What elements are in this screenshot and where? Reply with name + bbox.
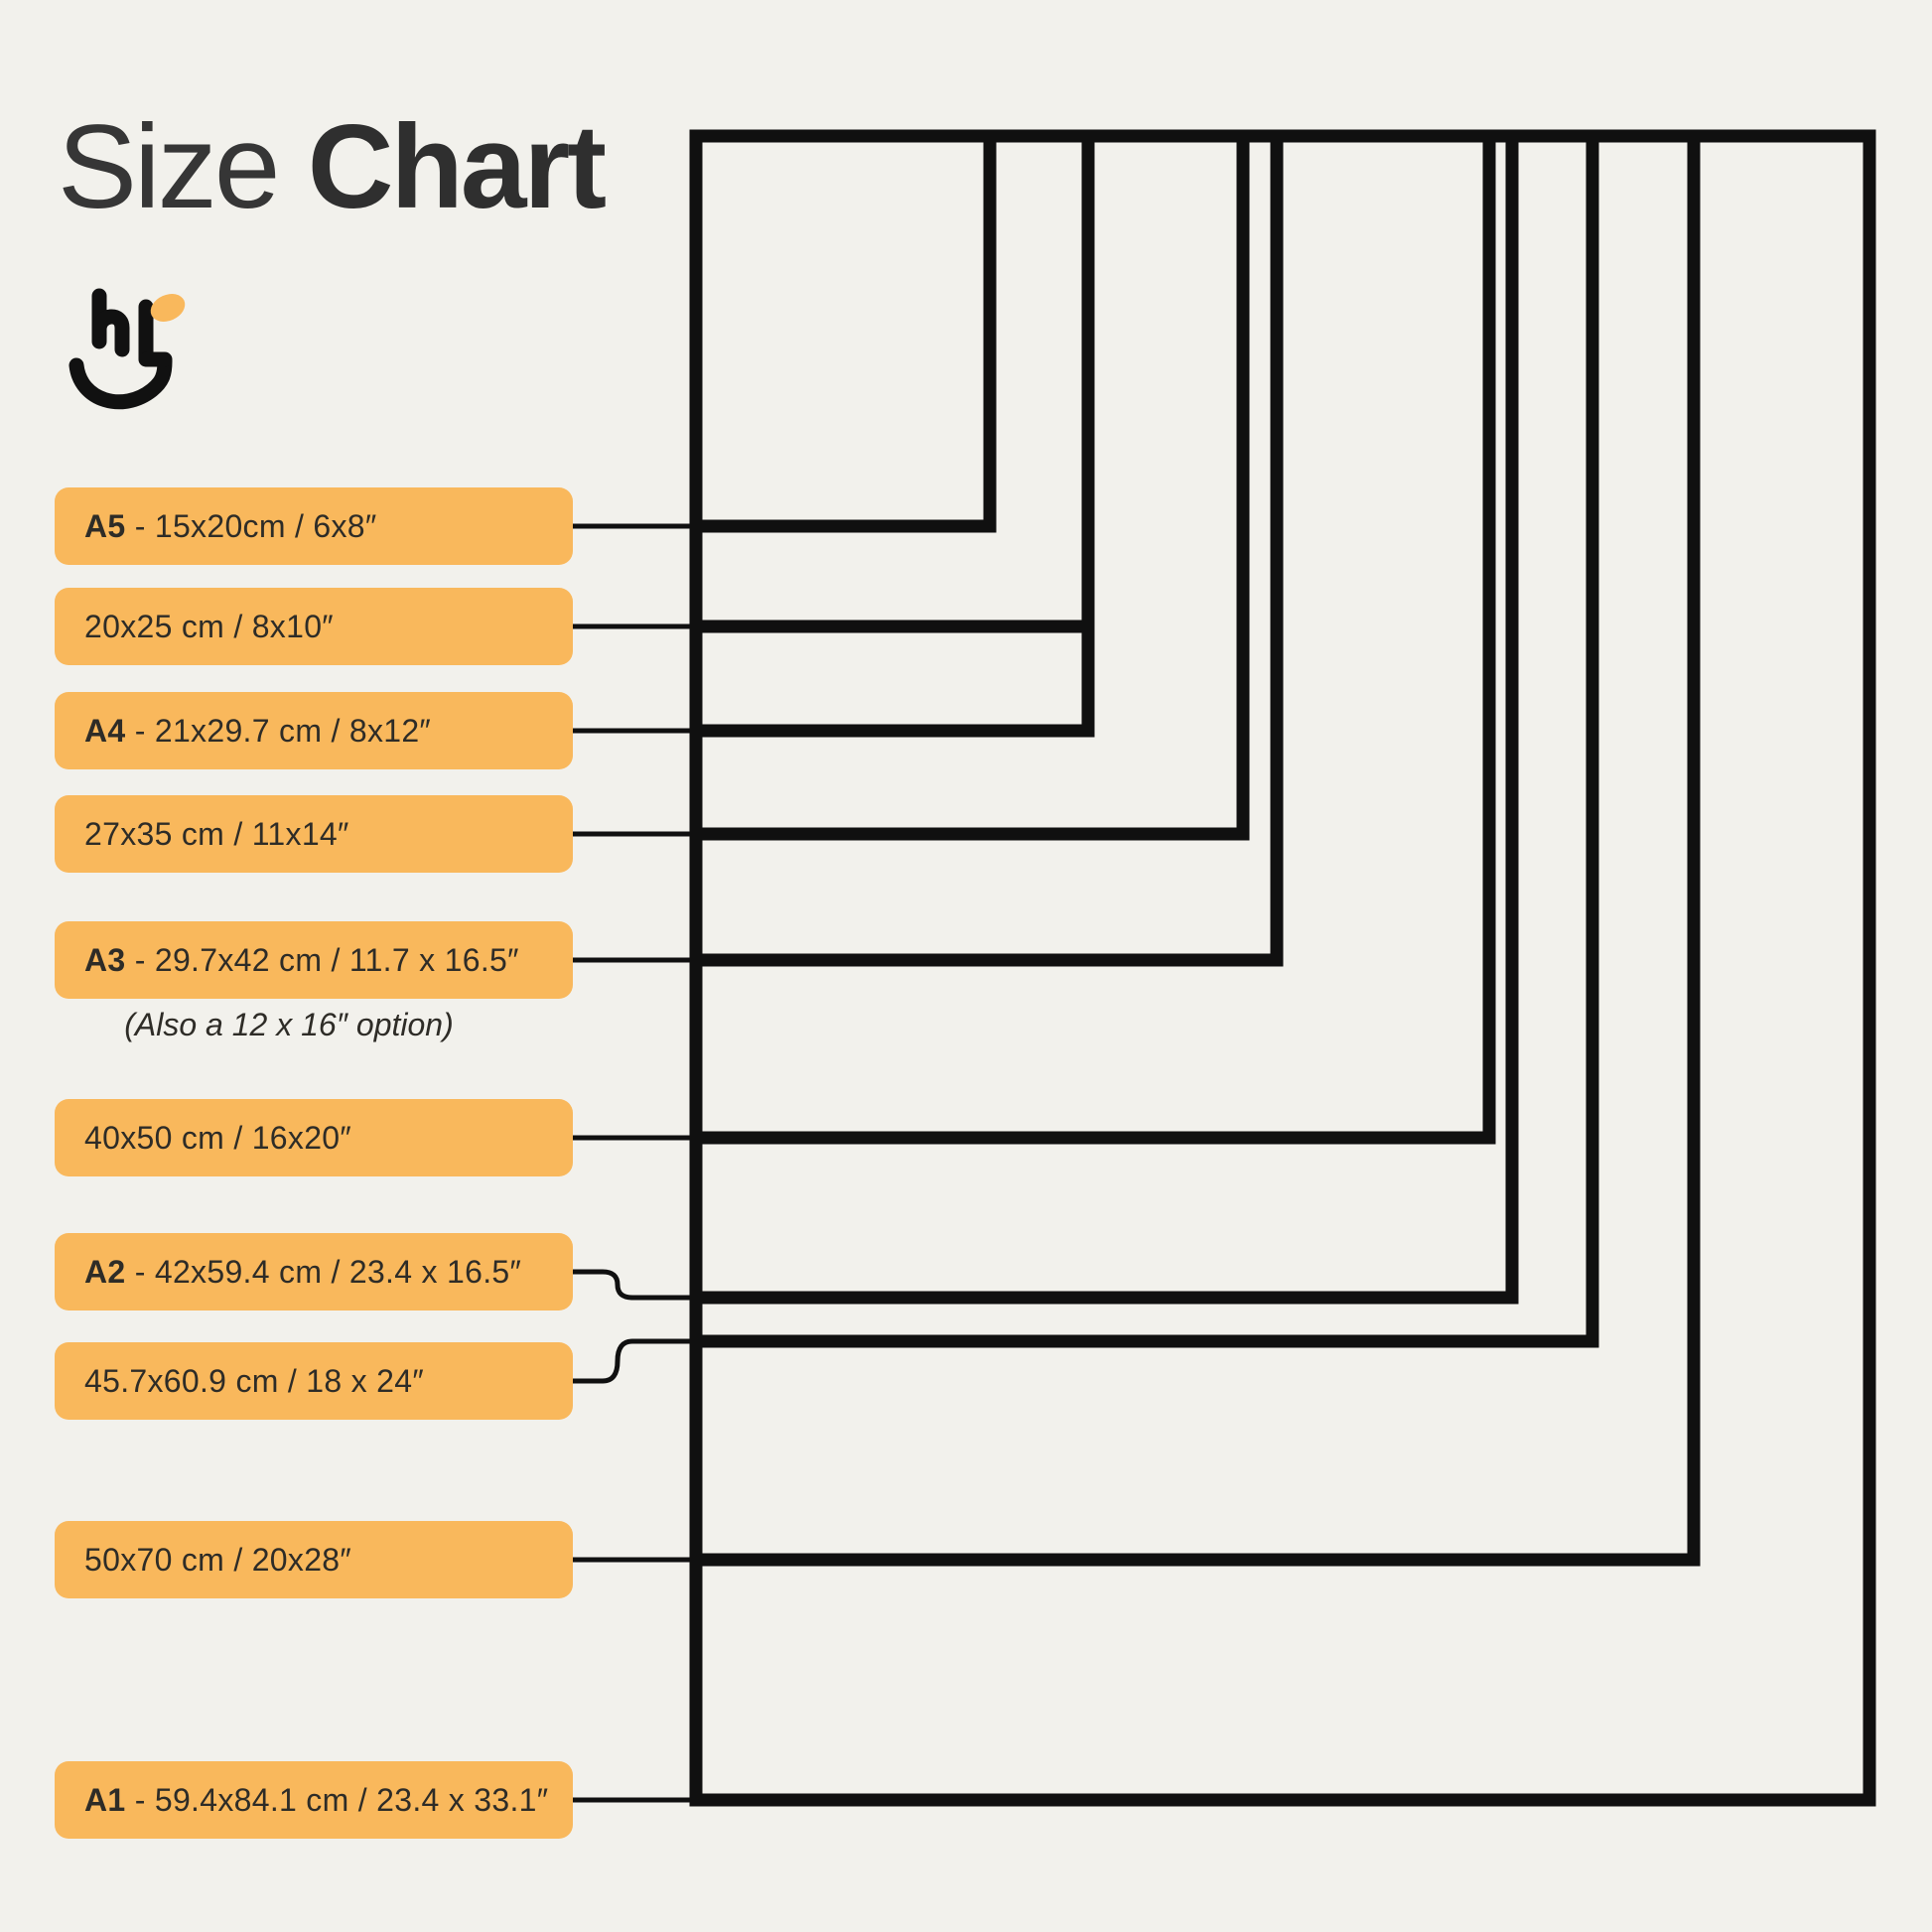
size-label-a3: A3 - 29.7x42 cm / 11.7 x 16.5″ <box>55 921 573 999</box>
logo-accent-dot <box>150 294 186 322</box>
size-label-text: 45.7x60.9 cm / 18 x 24″ <box>84 1362 424 1399</box>
size-label-prefix: A3 <box>84 941 126 978</box>
size-label-a2: A2 - 42x59.4 cm / 23.4 x 16.5″ <box>55 1233 573 1311</box>
size-label-text: 27x35 cm / 11x14″ <box>84 815 349 852</box>
size-label-a5: A5 - 15x20cm / 6x8″ <box>55 487 573 565</box>
size-label-text: - 15x20cm / 6x8″ <box>125 507 377 544</box>
page-title: Size Chart <box>58 107 607 226</box>
size-rect-20x25 <box>689 129 1095 633</box>
size-label-text: - 29.7x42 cm / 11.7 x 16.5″ <box>125 941 519 978</box>
leader-line-45x60 <box>573 1338 705 1384</box>
size-label-prefix: A1 <box>84 1781 126 1818</box>
logo-smile-stroke <box>69 353 173 410</box>
title-regular: Size <box>58 100 308 233</box>
logo-knuckle-stroke <box>91 309 130 357</box>
size-label-text: - 21x29.7 cm / 8x12″ <box>125 712 432 749</box>
size-label-text: - 42x59.4 cm / 23.4 x 16.5″ <box>125 1253 522 1290</box>
leader-line-a2 <box>573 1269 705 1301</box>
size-label-45x60: 45.7x60.9 cm / 18 x 24″ <box>55 1342 573 1420</box>
a3-alternate-size-note: (Also a 12 x 16″ option) <box>124 1007 454 1042</box>
size-label-text: 20x25 cm / 8x10″ <box>84 608 334 644</box>
size-label-text: 40x50 cm / 16x20″ <box>84 1119 352 1156</box>
size-label-prefix: A4 <box>84 712 126 749</box>
size-label-40x50: 40x50 cm / 16x20″ <box>55 1099 573 1176</box>
size-label-27x35: 27x35 cm / 11x14″ <box>55 795 573 873</box>
size-label-prefix: A5 <box>84 507 126 544</box>
size-rect-a4 <box>689 129 1095 738</box>
brand-logo-icon <box>69 288 186 410</box>
size-rect-a2 <box>689 129 1519 1305</box>
size-label-a4: A4 - 21x29.7 cm / 8x12″ <box>55 692 573 769</box>
size-label-a1: A1 - 59.4x84.1 cm / 23.4 x 33.1″ <box>55 1761 573 1839</box>
size-label-prefix: A2 <box>84 1253 126 1290</box>
size-rect-45x60 <box>689 129 1599 1348</box>
size-label-text: 50x70 cm / 20x28″ <box>84 1541 352 1578</box>
size-label-text: - 59.4x84.1 cm / 23.4 x 33.1″ <box>125 1781 549 1818</box>
size-label-20x25: 20x25 cm / 8x10″ <box>55 588 573 665</box>
title-bold: Chart <box>307 100 607 233</box>
size-rect-a5 <box>689 129 997 533</box>
size-label-50x70: 50x70 cm / 20x28″ <box>55 1521 573 1598</box>
